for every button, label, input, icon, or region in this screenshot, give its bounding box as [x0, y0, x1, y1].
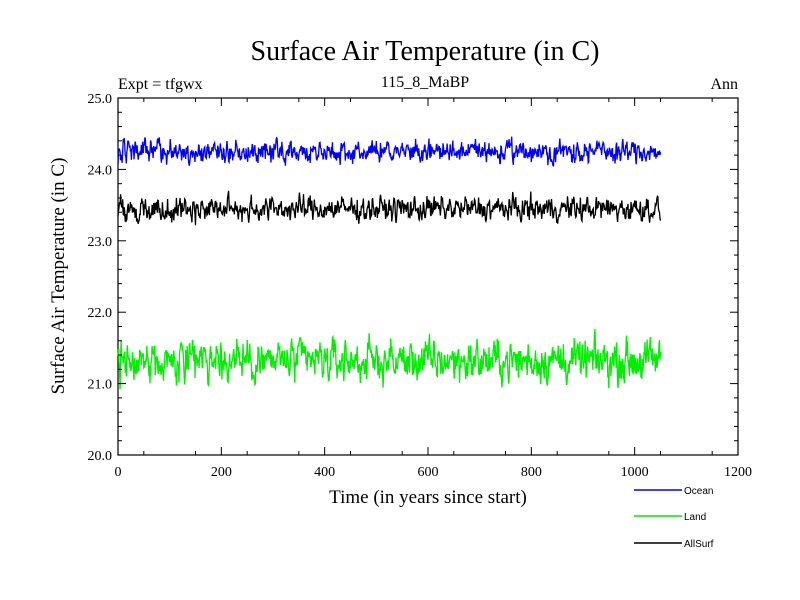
chart-title: Surface Air Temperature (in C) [251, 36, 600, 67]
y-tick-label: 21.0 [88, 378, 113, 393]
series-lines [117, 136, 662, 390]
chart-subtitle: 115_8_MaBP [381, 74, 469, 91]
y-tick-label: 20.0 [88, 449, 113, 464]
legend-label-ocean: Ocean [684, 486, 713, 497]
y-tick-label: 22.0 [88, 306, 113, 321]
legend: Ocean Land AllSurf [634, 486, 714, 550]
x-tick-label: 800 [521, 465, 542, 480]
series-line-allsurf [117, 190, 662, 226]
legend-label-allsurf: AllSurf [684, 539, 714, 550]
y-tick-label: 25.0 [88, 92, 113, 107]
x-tick-label: 200 [211, 465, 232, 480]
x-tick-label: 600 [418, 465, 439, 480]
experiment-label: Expt = tfgwx [118, 76, 203, 93]
series-line-ocean [117, 136, 662, 167]
x-tick-label: 400 [314, 465, 335, 480]
x-tick-label: 1200 [724, 465, 752, 480]
season-label: Ann [710, 76, 738, 93]
y-tick-label: 23.0 [88, 235, 113, 250]
x-tick-label: 0 [115, 465, 122, 480]
legend-label-land: Land [684, 512, 706, 523]
axis-ticks: 0 200 400 600 800 1000 1200 20.0 21.0 22.0 23.0 24.… [88, 92, 753, 480]
series-line-land [117, 329, 662, 390]
y-tick-label: 24.0 [88, 163, 113, 178]
x-tick-label: 1000 [621, 465, 649, 480]
y-axis-label: Surface Air Temperature (in C) [48, 158, 69, 395]
x-axis-label: Time (in years since start) [329, 487, 527, 508]
